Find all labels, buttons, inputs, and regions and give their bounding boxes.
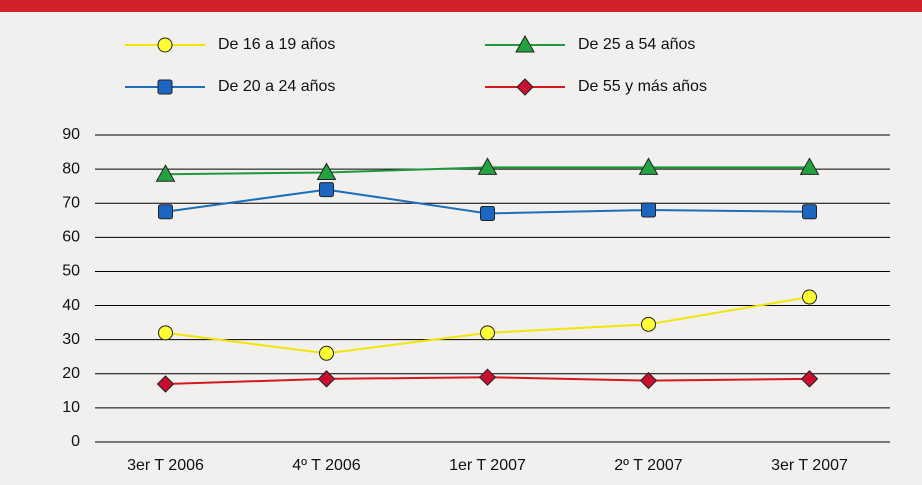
legend-marker [157,37,173,53]
header-band [0,0,922,12]
y-tick-label: 30 [62,331,80,348]
point [155,164,176,182]
point [319,182,334,198]
point [639,371,658,390]
point [641,316,656,332]
point [480,205,495,221]
legend-label: De 20 a 24 años [218,78,335,95]
point [158,204,173,220]
point [800,370,819,388]
x-tick-label: 2º T 2007 [614,457,683,474]
point [319,345,334,361]
y-tick-label: 20 [62,365,80,382]
legend-marker [516,78,534,96]
x-tick-label: 1er T 2007 [449,457,526,474]
legend-label: De 25 a 54 años [578,36,695,53]
point [156,375,175,393]
legend-label: De 16 a 19 años [218,36,335,53]
x-tick-label: 4º T 2006 [292,457,361,474]
point [478,368,497,386]
legend-marker [157,79,173,95]
point [477,157,498,175]
y-tick-label: 70 [62,194,80,211]
y-tick-label: 40 [62,297,80,314]
point [480,325,495,341]
point [317,370,336,388]
y-tick-label: 50 [62,263,80,280]
y-tick-label: 60 [62,229,80,246]
legend-label: De 55 y más años [578,78,707,95]
x-tick-label: 3er T 2006 [127,457,204,474]
y-tick-label: 10 [62,399,80,416]
point [802,289,817,305]
y-tick-label: 80 [62,160,80,177]
point [638,157,659,175]
point [158,325,173,341]
point [802,204,817,220]
legend-marker [515,34,535,53]
point [316,162,337,181]
point [799,157,820,175]
y-tick-label: 90 [62,126,80,143]
y-tick-label: 0 [71,433,80,450]
point [641,202,656,218]
x-tick-label: 3er T 2007 [771,457,848,474]
